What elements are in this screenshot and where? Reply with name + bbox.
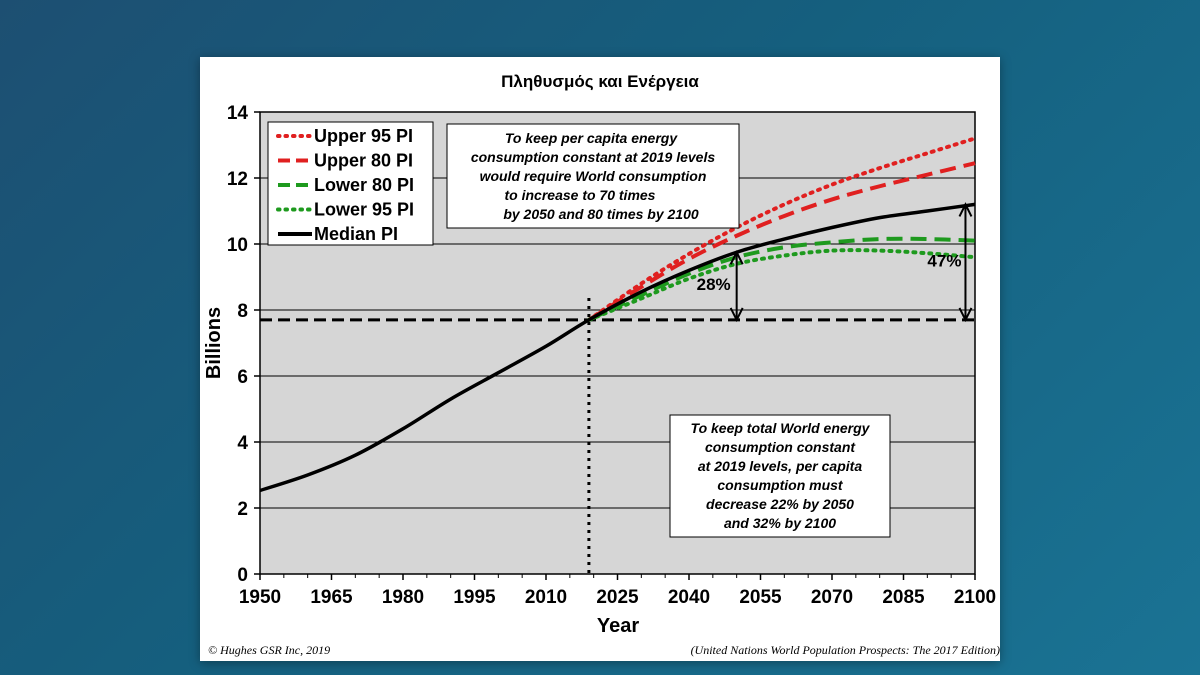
top-annotation-line: To keep per capita energy xyxy=(505,130,678,146)
y-tick-label: 14 xyxy=(227,103,249,124)
x-tick-label: 1965 xyxy=(310,587,353,608)
top-annotation: To keep per capita energy consumption con… xyxy=(446,123,740,229)
y-tick-label: 4 xyxy=(237,433,248,454)
x-tick-label: 2070 xyxy=(811,587,853,608)
y-axis-label: Billions xyxy=(203,307,225,379)
x-tick-label: 2040 xyxy=(668,587,710,608)
legend-box xyxy=(267,121,434,246)
bottom-annotation-box xyxy=(669,414,891,538)
x-tick-label: 2085 xyxy=(882,587,925,608)
arrow-head-down xyxy=(729,307,744,323)
legend-label: Lower 95 PI xyxy=(314,200,414,220)
y-tick-labels: 0 2 4 6 8 10 12 14 xyxy=(227,103,249,586)
series-line-median-pi xyxy=(259,202,976,493)
series-line-upper-95-pi xyxy=(586,136,977,322)
reference-lines xyxy=(260,298,975,574)
x-tick-label: 1980 xyxy=(382,587,424,608)
top-annotation-line: to increase to 70 times xyxy=(505,187,656,203)
arrow-label: 47% xyxy=(927,251,961,270)
bottom-annotation-line: decrease 22% by 2050 xyxy=(706,496,854,512)
y-tick-label: 0 xyxy=(237,565,248,586)
x-tick-label: 1995 xyxy=(453,587,496,608)
series-line-upper-80-pi xyxy=(587,161,976,322)
legend-label: Upper 95 PI xyxy=(314,126,413,146)
y-tick-label: 10 xyxy=(227,235,248,256)
series-line-lower-95-pi xyxy=(586,248,977,322)
y-tick-label: 2 xyxy=(237,499,248,520)
legend-label: Lower 80 PI xyxy=(314,175,414,195)
y-tick-label: 12 xyxy=(227,169,248,190)
bottom-annotation-line: and 32% by 2100 xyxy=(724,515,836,531)
x-tick-label: 2025 xyxy=(596,587,639,608)
x-axis-label: Year xyxy=(597,615,639,637)
top-annotation-line: by 2050 and 80 times by 2100 xyxy=(503,206,699,222)
arrow-head-up xyxy=(729,250,744,265)
y-tick-label: 6 xyxy=(237,367,248,388)
top-annotation-line: would require World consumption xyxy=(480,168,707,184)
bottom-annotation-line: consumption constant xyxy=(705,439,856,455)
bottom-annotation-line: consumption must xyxy=(717,477,844,493)
y-tick-label: 8 xyxy=(237,301,248,322)
bottom-annotation: To keep total World energy consumption co… xyxy=(669,414,891,538)
footer-right: (United Nations World Population Prospec… xyxy=(691,643,1000,657)
arrow-head-up xyxy=(958,202,973,217)
chart-card: Πληθυσμός και Ενέργεια 28% 47% 0 2 4 6 8 10 12 1… xyxy=(200,57,1000,661)
legend-label: Upper 80 PI xyxy=(314,151,413,171)
x-tick-label: 1950 xyxy=(239,587,281,608)
top-annotation-box xyxy=(446,123,740,229)
x-tick-label: 2100 xyxy=(954,587,996,608)
bottom-annotation-line: To keep total World energy xyxy=(691,420,871,436)
bottom-annotation-line: at 2019 levels, per capita xyxy=(698,458,862,474)
x-tick-label: 2055 xyxy=(739,587,782,608)
arrow-head-down xyxy=(958,307,973,323)
chart-title: Πληθυσμός και Ενέργεια xyxy=(501,72,699,91)
arrow-label: 28% xyxy=(697,275,731,294)
legend-label: Median PI xyxy=(314,224,398,244)
chart: Πληθυσμός και Ενέργεια 28% 47% 0 2 4 6 8 10 12 1… xyxy=(203,72,1000,657)
legend: Upper 95 PI Upper 80 PI Lower 80 PI Lower 9… xyxy=(267,121,434,246)
series-lines xyxy=(259,136,977,493)
top-annotation-line: consumption constant at 2019 levels xyxy=(471,149,716,165)
series-line-lower-80-pi xyxy=(588,236,976,322)
x-tick-label: 2010 xyxy=(525,587,567,608)
x-tick-labels: 1950 1965 1980 1995 2010 2025 2040 2055 2070 2085… xyxy=(239,587,996,608)
difference-arrows: 28% 47% xyxy=(697,202,973,323)
footer-left: © Hughes GSR Inc, 2019 xyxy=(208,643,330,657)
